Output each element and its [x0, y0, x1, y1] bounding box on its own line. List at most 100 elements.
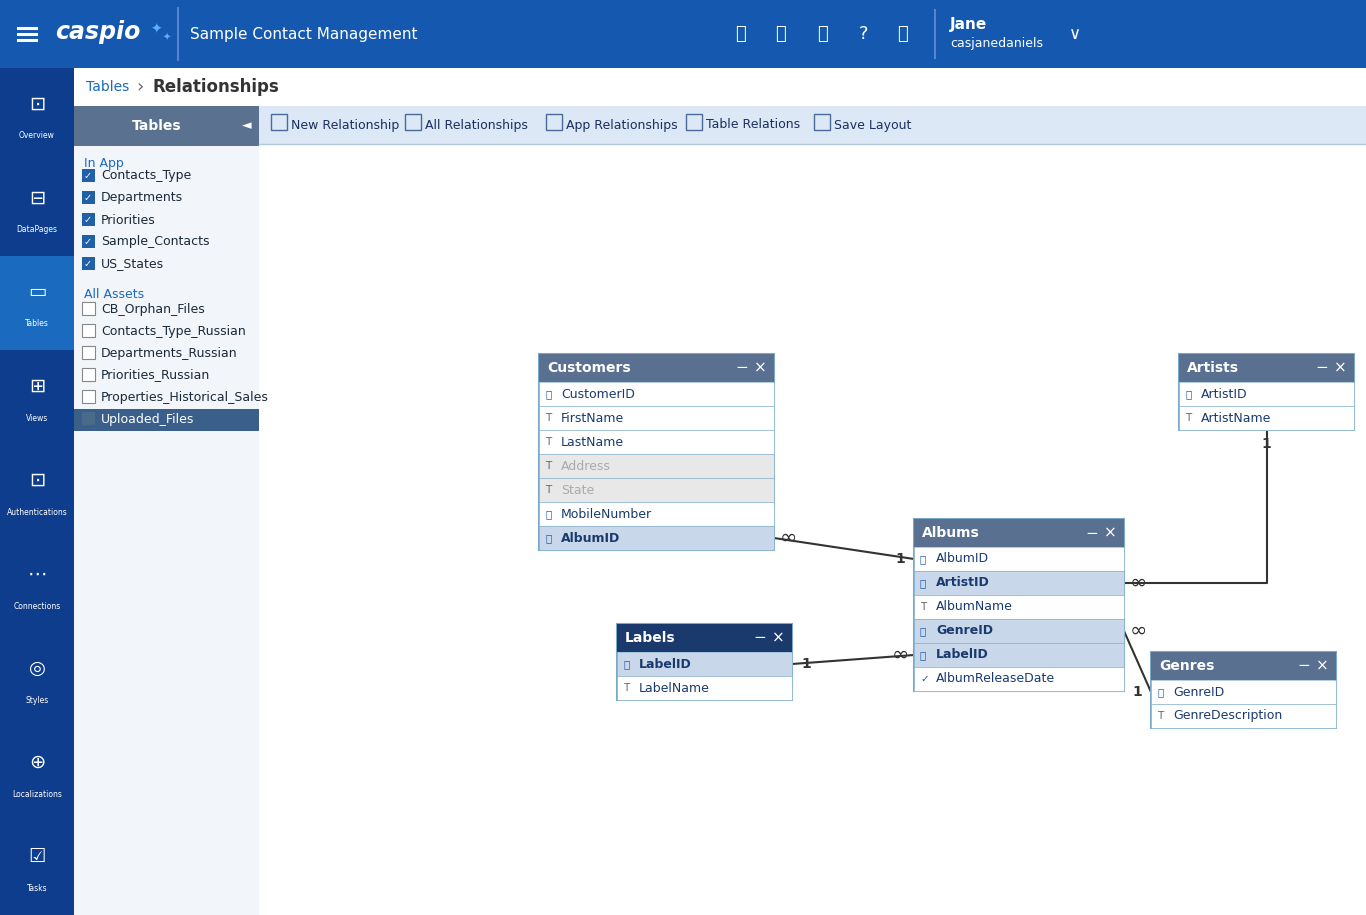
Bar — [914, 519, 1124, 547]
Bar — [540, 526, 775, 550]
Text: Views: Views — [26, 414, 48, 423]
Text: −: − — [1298, 659, 1310, 673]
Bar — [82, 324, 96, 337]
Text: ✓: ✓ — [83, 237, 92, 247]
Text: 🛡: 🛡 — [775, 25, 785, 43]
Text: FirstName: FirstName — [561, 412, 624, 425]
Bar — [74, 106, 260, 146]
Text: ×: × — [772, 630, 784, 645]
Text: GenreID: GenreID — [1173, 685, 1224, 698]
Text: App Relationships: App Relationships — [566, 119, 678, 132]
Bar — [1152, 652, 1336, 728]
Bar — [82, 235, 96, 248]
Bar — [914, 571, 1124, 595]
Text: Priorities: Priorities — [101, 213, 156, 227]
Text: AlbumID: AlbumID — [936, 553, 989, 565]
Text: ×: × — [1315, 659, 1328, 673]
Text: Jane: Jane — [949, 16, 988, 31]
Text: 🔑: 🔑 — [919, 554, 926, 564]
Text: ∞: ∞ — [780, 528, 796, 548]
Bar — [270, 114, 287, 130]
Text: 🔧: 🔧 — [817, 25, 828, 43]
Bar — [0, 68, 74, 915]
Bar — [260, 106, 1366, 144]
Text: Albums: Albums — [922, 526, 979, 540]
Text: LabelID: LabelID — [639, 658, 691, 671]
Text: −: − — [1315, 361, 1328, 375]
Text: ArtistName: ArtistName — [1201, 412, 1272, 425]
Text: ▭: ▭ — [27, 283, 46, 301]
Text: ArtistID: ArtistID — [1201, 387, 1247, 401]
Text: MobileNumber: MobileNumber — [561, 508, 652, 521]
Text: Sample Contact Management: Sample Contact Management — [190, 27, 418, 41]
Text: ✓: ✓ — [83, 171, 92, 181]
Text: 🔔: 🔔 — [897, 25, 908, 43]
Bar — [82, 412, 96, 425]
Text: 🔑: 🔑 — [1157, 687, 1164, 697]
Bar — [82, 213, 96, 226]
Text: CB_Orphan_Files: CB_Orphan_Files — [101, 303, 205, 316]
Text: LastName: LastName — [561, 436, 624, 448]
Text: Localizations: Localizations — [12, 790, 61, 799]
Text: 🔑: 🔑 — [1184, 389, 1191, 399]
Bar — [1179, 354, 1354, 382]
Text: GenreDescription: GenreDescription — [1173, 709, 1283, 723]
Text: ∞: ∞ — [1130, 621, 1146, 641]
Bar — [82, 302, 96, 315]
Text: Overview: Overview — [19, 131, 55, 140]
Bar — [1152, 652, 1336, 680]
Text: Uploaded_Files: Uploaded_Files — [101, 413, 194, 425]
Text: AlbumReleaseDate: AlbumReleaseDate — [936, 673, 1055, 685]
Text: Properties_Historical_Sales: Properties_Historical_Sales — [101, 391, 269, 404]
Text: All Assets: All Assets — [83, 287, 145, 300]
Text: Sample_Contacts: Sample_Contacts — [101, 235, 209, 249]
Bar — [686, 114, 702, 130]
Text: ✓: ✓ — [83, 259, 92, 269]
Bar — [1152, 680, 1336, 704]
Text: Authentications: Authentications — [7, 508, 67, 517]
Text: ∞: ∞ — [891, 645, 908, 665]
Text: T: T — [1184, 413, 1191, 423]
Bar — [82, 346, 96, 359]
Text: Contacts_Type: Contacts_Type — [101, 169, 191, 182]
Text: AlbumID: AlbumID — [561, 532, 620, 544]
Text: ✓: ✓ — [83, 193, 92, 203]
Text: 🔍: 🔍 — [735, 25, 746, 43]
Text: Labels: Labels — [626, 631, 676, 645]
Text: Tables: Tables — [25, 319, 49, 328]
Bar — [540, 354, 775, 382]
Text: ☑: ☑ — [29, 847, 45, 867]
Text: ⊞: ⊞ — [29, 377, 45, 395]
Text: 1: 1 — [800, 657, 811, 671]
Bar — [0, 256, 74, 350]
Bar — [914, 547, 1124, 571]
Text: 🔑: 🔑 — [623, 659, 630, 669]
Bar — [406, 114, 421, 130]
Bar — [545, 114, 561, 130]
Bar — [814, 114, 831, 130]
Text: caspio: caspio — [55, 20, 141, 44]
Text: 🔑: 🔑 — [545, 389, 552, 399]
Text: ⋯: ⋯ — [27, 565, 46, 584]
Text: 🔑: 🔑 — [919, 578, 926, 588]
Text: 1: 1 — [1132, 685, 1142, 699]
Text: 🔑: 🔑 — [545, 509, 552, 519]
Text: Customers: Customers — [546, 361, 631, 375]
Bar — [82, 368, 96, 381]
Text: 1: 1 — [1262, 437, 1272, 451]
Text: ◄: ◄ — [242, 120, 251, 133]
Bar — [1179, 354, 1354, 430]
Text: ×: × — [1104, 525, 1116, 541]
Bar — [74, 409, 260, 431]
Text: DataPages: DataPages — [16, 225, 57, 234]
Bar — [914, 519, 1124, 691]
Text: T: T — [545, 485, 552, 495]
Bar — [82, 390, 96, 403]
Bar — [82, 191, 96, 204]
Text: ✓: ✓ — [919, 674, 929, 684]
Text: GenreID: GenreID — [936, 625, 993, 638]
Bar — [540, 382, 775, 406]
Bar — [617, 624, 792, 652]
Bar — [74, 68, 1366, 106]
Text: ⊡: ⊡ — [29, 94, 45, 113]
